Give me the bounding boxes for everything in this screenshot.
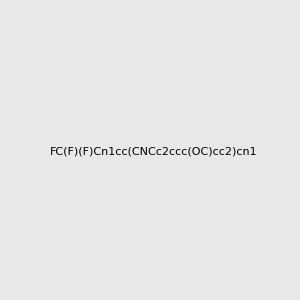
Text: FC(F)(F)Cn1cc(CNCc2ccc(OC)cc2)cn1: FC(F)(F)Cn1cc(CNCc2ccc(OC)cc2)cn1 bbox=[50, 146, 258, 157]
